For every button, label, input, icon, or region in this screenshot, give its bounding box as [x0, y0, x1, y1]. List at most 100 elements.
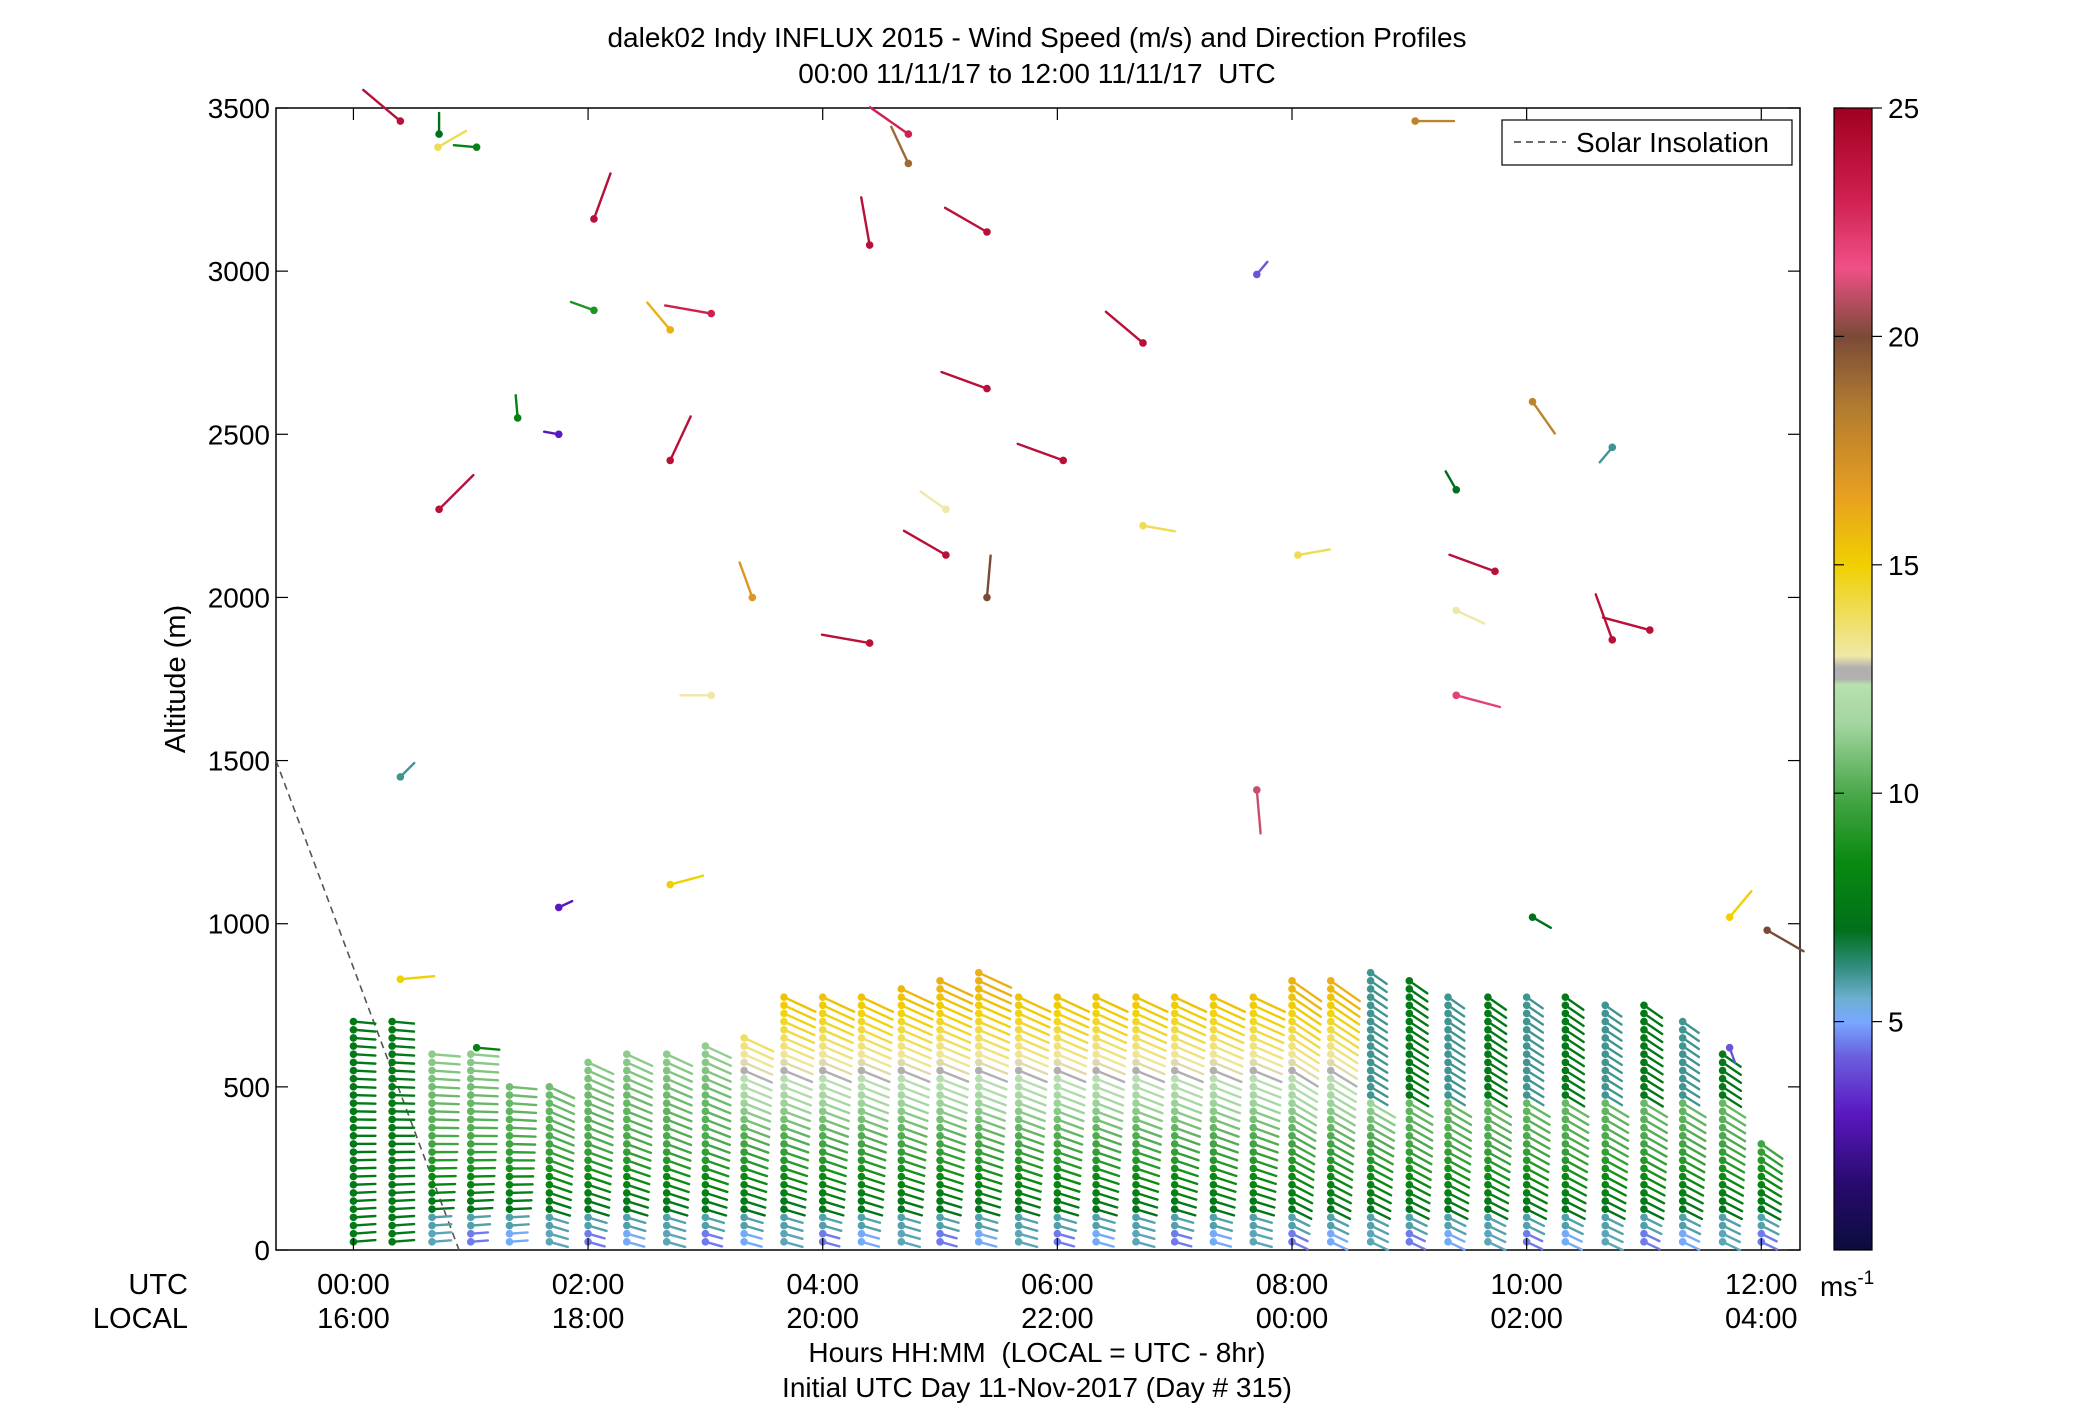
- wind-barb-low-shaft: [1329, 1183, 1353, 1197]
- wind-barb-low-shaft: [821, 1175, 847, 1186]
- wind-barb-low-shaft: [1056, 1159, 1082, 1170]
- wind-barb-low: [662, 1107, 693, 1123]
- wind-barb-low: [1053, 1042, 1088, 1060]
- wind-barb-low: [740, 1107, 772, 1123]
- wind-barb-upper-dot: [666, 456, 674, 465]
- wind-barb-low: [974, 1017, 1011, 1036]
- wind-barb-low-dot: [780, 1213, 788, 1222]
- wind-barb-low: [1640, 1172, 1667, 1189]
- wind-barb-low-dot: [1014, 1107, 1023, 1116]
- wind-barb-low: [1678, 1140, 1707, 1158]
- wind-barb-low-shaft: [977, 971, 1013, 989]
- wind-barb-low: [936, 1238, 958, 1248]
- wind-barb-low: [1484, 1180, 1510, 1197]
- wind-barb-low-dot: [1522, 1123, 1531, 1132]
- wind-barb-low-shaft: [782, 1126, 811, 1138]
- wind-barb-low: [1484, 1050, 1508, 1068]
- wind-barb-low-dot: [1209, 1083, 1218, 1091]
- wind-barb-low-dot: [1405, 1238, 1414, 1246]
- wind-barb-low: [1522, 1017, 1545, 1034]
- wind-barb-low: [936, 1197, 963, 1209]
- wind-barb-low-dot: [936, 1009, 944, 1018]
- wind-barb-low-dot: [1601, 1189, 1610, 1197]
- wind-barb-low: [1561, 1221, 1584, 1236]
- wind-barb-low-dot: [1326, 1099, 1335, 1107]
- wind-barb-upper: [902, 529, 950, 559]
- wind-barb-low: [1288, 1180, 1314, 1197]
- wind-barb-low-dot: [974, 1099, 983, 1107]
- wind-barb-upper-shaft: [452, 143, 478, 149]
- wind-barb-low: [545, 1148, 575, 1163]
- wind-barb-low: [1249, 993, 1286, 1013]
- wind-barb-low-dot: [1170, 1083, 1179, 1091]
- wind-barb-low-dot: [1366, 1197, 1375, 1205]
- wind-barb-low-shaft: [469, 1101, 499, 1106]
- wind-barb-low: [1405, 1083, 1430, 1100]
- wind-barb-low-dot: [428, 1156, 436, 1165]
- wind-barb-low: [740, 1238, 763, 1248]
- wind-barb-low-dot: [1757, 1164, 1766, 1173]
- wind-barb-low-shaft: [704, 1183, 729, 1194]
- wind-barb-low: [897, 993, 935, 1013]
- wind-barb-low-dot: [1132, 1205, 1140, 1214]
- wind-barb-low-shaft: [548, 1150, 575, 1163]
- wind-barb-low-shaft: [1134, 1183, 1160, 1193]
- wind-barb-low: [1326, 1066, 1358, 1088]
- wind-barb-low-dot: [1640, 1156, 1648, 1165]
- wind-barb-low-dot: [545, 1238, 554, 1246]
- wind-barb-low: [1288, 1058, 1320, 1080]
- wind-barb-low-dot: [545, 1205, 554, 1214]
- wind-barb-low: [897, 1180, 925, 1193]
- wind-barb-low-dot: [1561, 1091, 1570, 1099]
- wind-barb-low-shaft: [782, 1118, 811, 1131]
- wind-barb-low: [1561, 1156, 1589, 1174]
- wind-barb-low-shaft: [665, 1126, 693, 1139]
- wind-barb-low: [1405, 1221, 1428, 1236]
- wind-barb-low-shaft: [742, 1159, 769, 1170]
- wind-barb-low: [1405, 1156, 1433, 1174]
- wind-barb-low-dot: [1718, 1074, 1727, 1083]
- wind-barb-low-dot: [897, 1189, 906, 1197]
- wind-barb-low: [740, 1164, 769, 1178]
- wind-barb-low-dot: [1053, 1213, 1062, 1222]
- wind-barb-low-shaft: [938, 1175, 964, 1185]
- wind-barb-low-dot: [818, 1115, 827, 1124]
- wind-barb-low-dot: [1288, 985, 1296, 993]
- wind-barb-low-dot: [818, 1017, 827, 1026]
- wind-barb-low: [1522, 1164, 1550, 1182]
- wind-barb-low-dot: [1209, 1213, 1218, 1222]
- wind-barb-low: [1326, 1083, 1357, 1104]
- wind-barb-low-shaft: [860, 1118, 889, 1131]
- wind-barb-low-dot: [428, 1074, 436, 1083]
- wind-barb-low-dot: [349, 1205, 358, 1214]
- wind-barb-low-dot: [584, 1115, 592, 1124]
- wind-barb-low-dot: [1326, 1221, 1335, 1230]
- wind-barb-upper-dot: [865, 639, 874, 647]
- wind-barb-low-dot: [1249, 1205, 1258, 1214]
- wind-barb-low-dot: [1053, 1091, 1062, 1099]
- wind-barb-low: [1132, 1066, 1166, 1084]
- wind-barb-low-dot: [1366, 968, 1375, 977]
- wind-barb-low-dot: [857, 1074, 866, 1083]
- wind-barb-low: [1326, 1229, 1349, 1243]
- wind-barb-low-dot: [1288, 1140, 1296, 1148]
- wind-barb-low-dot: [897, 1123, 906, 1132]
- wind-barb-low-dot: [388, 1050, 396, 1059]
- wind-barb-low: [897, 1050, 932, 1068]
- wind-barb-low-dot: [466, 1221, 475, 1230]
- wind-barb-low: [780, 1148, 810, 1162]
- wind-barb-low-dot: [740, 1083, 748, 1091]
- wind-barb-low: [1014, 1034, 1050, 1052]
- wind-barb-low-shaft: [742, 1110, 772, 1123]
- wind-barb-low-shaft: [704, 1134, 732, 1147]
- wind-barb-upper-shaft: [437, 473, 475, 511]
- wind-barb-low: [936, 1123, 967, 1138]
- wind-barb-low: [428, 1115, 460, 1124]
- wind-barb-low-shaft: [1446, 1126, 1473, 1142]
- wind-barb-low: [1366, 1180, 1393, 1197]
- wind-barb-low: [662, 1074, 693, 1091]
- wind-barb-low-shaft: [1252, 1004, 1286, 1021]
- wind-barb-low: [428, 1197, 456, 1205]
- wind-barb-low-dot: [1601, 1025, 1610, 1034]
- wind-barb-low-dot: [1718, 1099, 1727, 1107]
